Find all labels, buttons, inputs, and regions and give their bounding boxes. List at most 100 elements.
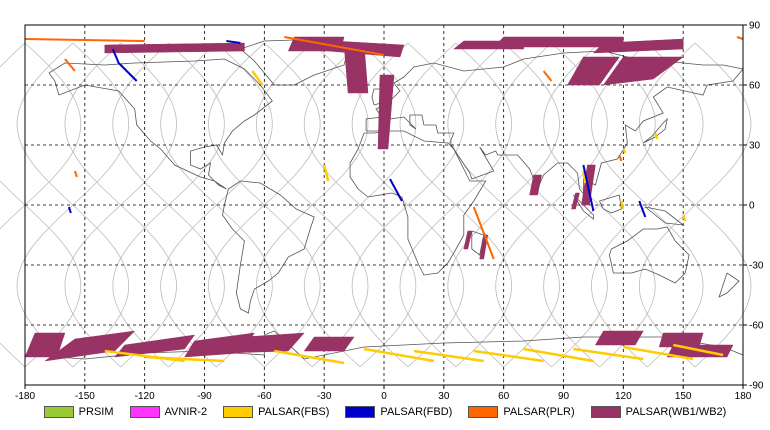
legend-label: PALSAR(PLR): [503, 406, 575, 418]
y-tick-label: 30: [749, 141, 761, 152]
swath-fbs: [413, 349, 484, 363]
legend-swatch: [345, 406, 376, 418]
swath-fbs: [620, 200, 625, 210]
swath-wb: [592, 38, 684, 54]
x-tick-label: -120: [135, 391, 155, 402]
swath-fbs: [682, 214, 687, 222]
swath-fbd: [67, 206, 72, 214]
coastline: [48, 58, 273, 190]
orbit-track: [303, 42, 417, 368]
orbit-track: [495, 42, 608, 368]
swath-fbs: [104, 349, 185, 363]
swath-fbs: [573, 347, 644, 361]
x-tick-label: 60: [498, 391, 510, 402]
legend-item: PALSAR(WB1/WB2): [590, 406, 727, 418]
legend-item: PALSAR(FBD): [345, 406, 452, 418]
x-tick-label: 0: [381, 391, 387, 402]
swath-wb: [463, 230, 473, 250]
swath-fbs: [672, 343, 724, 357]
legend-swatch: [223, 406, 254, 418]
swath-wb: [377, 74, 395, 150]
coastline: [365, 50, 744, 202]
swath-wb: [104, 42, 245, 54]
x-tick-label: 120: [615, 391, 632, 402]
coastline: [599, 194, 622, 214]
legend-label: AVNIR-2: [164, 406, 208, 418]
swath-fbd: [638, 200, 647, 218]
swath-plr: [64, 58, 76, 72]
swath-plr: [284, 36, 385, 56]
swath-fbd: [226, 40, 241, 44]
x-tick-label: -60: [257, 391, 272, 402]
legend-label: PALSAR(FBS): [258, 406, 330, 418]
gridlines: [25, 25, 743, 385]
legend-item: PRSIM: [43, 406, 114, 418]
coastline: [471, 230, 485, 256]
y-tick-label: 60: [749, 81, 761, 92]
x-tick-label: 150: [675, 391, 692, 402]
coastline: [718, 272, 740, 298]
swath-plr: [472, 206, 495, 260]
y-tick-label: 90: [749, 21, 761, 32]
orbit-track: [399, 42, 512, 368]
swath-fbs: [582, 170, 587, 184]
swath-plr: [542, 70, 553, 82]
legend-item: PALSAR(PLR): [468, 406, 575, 418]
y-tick-label: -30: [749, 261, 764, 272]
swath-wb: [303, 336, 355, 352]
swath-wb: [594, 330, 644, 346]
legend-label: PALSAR(FBD): [380, 406, 453, 418]
swath-plr: [24, 38, 145, 42]
swath-fbd: [111, 48, 138, 82]
swath-fbs: [274, 349, 345, 365]
swath-wb: [343, 44, 369, 94]
swath-fbs: [251, 70, 264, 86]
swath-plr: [736, 36, 744, 40]
swath-wb: [571, 192, 580, 210]
legend-swatch: [590, 406, 621, 418]
swath-fbd: [582, 164, 595, 212]
legend-label: PRSIM: [78, 406, 114, 418]
swath-plr: [618, 154, 623, 162]
legend: PRSIM AVNIR-2 PALSAR(FBS) PALSAR(FBD) PALSAR…: [0, 400, 770, 424]
orbit-track: [160, 42, 273, 368]
swath-fbs: [322, 164, 330, 182]
x-tick-label: 30: [438, 391, 450, 402]
swath-fbs: [473, 349, 544, 363]
swath-fbd: [389, 178, 403, 202]
orbit-track: [256, 42, 369, 368]
swath-wb: [529, 174, 542, 196]
x-tick-label: -30: [317, 391, 332, 402]
swath-fbs: [363, 347, 435, 363]
legend-label: PALSAR(WB1/WB2): [625, 406, 727, 418]
coastline: [222, 180, 315, 314]
y-axis-ticks: 90 60 30 0 -30 -60 -90: [743, 21, 764, 392]
swath-fbs: [654, 132, 659, 140]
orbit-track: [591, 42, 704, 368]
x-tick-label: 180: [735, 391, 752, 402]
coastline: [643, 117, 668, 144]
swath-wb: [567, 56, 620, 86]
swath-fbs: [523, 347, 594, 363]
orbit-track: [351, 42, 465, 368]
x-tick-label: 90: [558, 391, 570, 402]
y-tick-label: -60: [749, 321, 764, 332]
legend-item: AVNIR-2: [129, 406, 208, 418]
coastline: [608, 226, 690, 284]
swath-wb: [479, 234, 488, 260]
x-tick-label: -150: [75, 391, 95, 402]
orbit-track: [543, 42, 656, 368]
legend-swatch: [468, 406, 499, 418]
legend-swatch: [43, 406, 74, 418]
swath-wb: [227, 332, 305, 354]
x-tick-label: -90: [197, 391, 212, 402]
x-axis-ticks: -180 -150 -120 -90 -60 -30 0 30 60 90 120 150 180: [15, 385, 752, 402]
coastline: [349, 130, 487, 276]
coastline: [573, 194, 594, 220]
swath-wb: [602, 56, 684, 86]
y-tick-label: 0: [749, 201, 755, 212]
orbit-track: [112, 42, 225, 368]
observation-swaths: [24, 36, 744, 365]
orbit-track: [64, 42, 177, 368]
